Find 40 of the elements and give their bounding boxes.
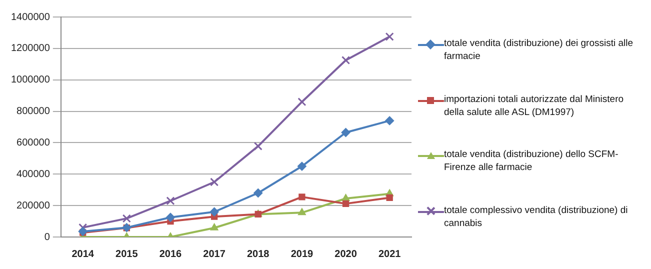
x-tick-label: 2015 bbox=[116, 248, 138, 260]
x-tick-label: 2019 bbox=[290, 248, 314, 260]
point bbox=[254, 188, 263, 198]
point bbox=[342, 200, 350, 208]
point bbox=[341, 56, 350, 64]
x-tick-label: 2016 bbox=[159, 248, 182, 260]
y-tick-label: 200000 bbox=[16, 200, 50, 212]
point bbox=[166, 212, 175, 222]
point bbox=[342, 194, 350, 201]
y-tick-label: 1000000 bbox=[10, 74, 50, 86]
x-tick-label: 2018 bbox=[247, 248, 270, 260]
point bbox=[385, 32, 394, 41]
y-tick-label: 800000 bbox=[16, 106, 50, 118]
legend-label: importazioni totali autorizzate dal Ministero della salute alle ASL (DM1997) bbox=[444, 92, 625, 119]
legend-label: totale vendita (distribuzione) dello SCFM-Firenze alle farmacie bbox=[444, 148, 620, 174]
legend-label: totale complessivo vendita (distribuzione) di cannabis bbox=[444, 204, 629, 230]
point bbox=[385, 116, 394, 126]
y-tick-label: 1200000 bbox=[10, 43, 50, 54]
point bbox=[298, 98, 306, 106]
point bbox=[210, 207, 219, 216]
legend-label: totale vendita (distribuzione) dei grossisti alle farmacie bbox=[444, 36, 634, 63]
point bbox=[297, 162, 306, 171]
point bbox=[210, 178, 219, 186]
y-tick-label: 0 bbox=[44, 232, 50, 243]
point bbox=[298, 194, 306, 200]
y-tick-label: 600000 bbox=[16, 137, 50, 148]
point bbox=[122, 214, 131, 223]
y-tick-label: 400000 bbox=[16, 168, 50, 180]
x-tick-label: 2020 bbox=[334, 248, 358, 260]
point bbox=[341, 128, 350, 137]
point bbox=[78, 223, 88, 232]
point bbox=[298, 208, 306, 216]
point bbox=[210, 223, 218, 230]
point bbox=[166, 196, 175, 206]
x-tick-label: 2014 bbox=[72, 248, 94, 260]
point bbox=[386, 194, 393, 202]
point bbox=[254, 142, 262, 150]
x-tick-label: 2021 bbox=[378, 248, 402, 260]
y-tick-label: 1400000 bbox=[10, 12, 50, 23]
x-tick-label: 2017 bbox=[203, 248, 226, 260]
